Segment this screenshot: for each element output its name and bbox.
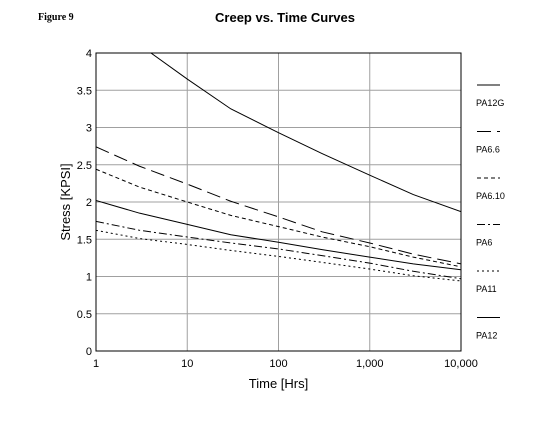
legend-label: PA12 [476,331,497,341]
x-tick-label: 1,000 [356,358,384,370]
x-tick-label: 1 [93,358,99,370]
plot-frame [95,52,462,352]
legend-label: PA6.6 [476,145,500,155]
y-axis-title: Stress [KPSI] [58,163,73,240]
x-tick-label: 10,000 [444,358,478,370]
series-line-pa12 [96,200,461,271]
y-tick-label: 1 [86,272,92,284]
y-tick-label: 3 [86,123,92,135]
y-tick-label: 2 [86,197,92,209]
series-line-pa11 [96,229,461,282]
y-tick-label: 0.5 [77,309,92,321]
y-tick-label: 2.5 [77,160,92,172]
y-tick-label: 4 [86,48,92,60]
x-tick-label: 10 [181,358,193,370]
legend-label: PA12G [476,98,504,108]
series-line-pa12g [150,53,461,213]
legend-label: PA6.10 [476,191,505,201]
y-tick-label: 0 [86,346,92,358]
legend-label: PA11 [476,284,497,294]
series-line-pa66 [96,146,461,265]
series-line-pa6 [96,220,461,280]
x-axis-title: Time [Hrs] [249,376,308,391]
chart-title: Creep vs. Time Curves [215,10,355,25]
y-tick-label: 1.5 [77,234,92,246]
series-line-pa610 [96,168,461,268]
y-tick-label: 3.5 [77,85,92,97]
figure-label: Figure 9 [38,12,74,23]
legend-label: PA6 [476,238,492,248]
x-tick-label: 100 [269,358,287,370]
